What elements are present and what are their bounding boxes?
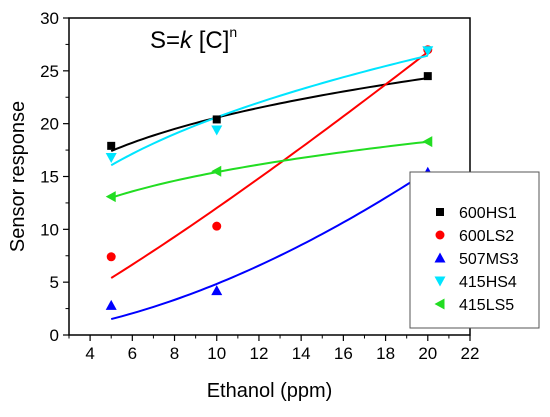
legend-label-600LS2: 600LS2 <box>459 228 514 245</box>
data-point-415HS4-0 <box>105 152 117 163</box>
plot-area <box>105 45 434 321</box>
x-tick-label: 18 <box>376 344 395 363</box>
data-point-507MS3-0 <box>105 299 117 310</box>
legend-marker-600HS1 <box>436 208 444 216</box>
x-tick-label: 4 <box>85 344 94 363</box>
legend-label-600HS1: 600HS1 <box>459 205 517 222</box>
data-point-600LS2-0 <box>106 252 116 262</box>
data-point-507MS3-1 <box>211 285 223 296</box>
formula-k: k <box>180 27 194 54</box>
legend-marker-600LS2 <box>435 230 445 240</box>
legend-label-415HS4: 415HS4 <box>459 274 517 291</box>
y-tick-label: 25 <box>40 62 59 81</box>
formula-lhs: S= <box>150 27 180 54</box>
x-tick-label: 16 <box>334 344 353 363</box>
data-point-415HS4-1 <box>211 125 223 136</box>
y-tick-label: 5 <box>50 273 59 292</box>
fit-line-600LS2 <box>110 51 429 279</box>
data-point-415LS5-0 <box>105 191 116 203</box>
legend-marker-415LS5 <box>434 298 445 310</box>
y-tick-label: 30 <box>40 9 59 28</box>
axes: 4 6 8 10 12 14 16 18 20 22 0 5 10 15 20 25 30 <box>40 9 479 363</box>
x-tick-label: 14 <box>292 344 311 363</box>
y-tick-label: 10 <box>40 220 59 239</box>
data-point-600HS1-2 <box>423 72 432 81</box>
fit-line-507MS3 <box>110 170 429 321</box>
x-tick-label: 8 <box>170 344 179 363</box>
data-point-415LS5-2 <box>422 136 433 148</box>
x-tick-label: 12 <box>249 344 268 363</box>
x-axis-title: Ethanol (ppm) <box>207 380 333 402</box>
y-tick-label: 20 <box>40 115 59 134</box>
x-tick-label: 10 <box>207 344 226 363</box>
fit-line-415HS4 <box>110 54 429 167</box>
legend-marker-507MS3 <box>434 252 446 263</box>
legend-marker-415HS4 <box>434 276 446 287</box>
formula-annotation: S=k [C]n <box>150 24 237 54</box>
formula-exponent: n <box>229 24 237 40</box>
fit-line-600HS1 <box>110 77 428 152</box>
svg-text:S=k [C]n: S=k [C]n <box>150 24 237 54</box>
data-point-415LS5-1 <box>211 165 222 177</box>
data-point-600LS2-1 <box>212 221 222 231</box>
x-tick-label: 20 <box>418 344 437 363</box>
data-point-600HS1-1 <box>212 115 221 124</box>
legend-label-415LS5: 415LS5 <box>459 297 514 314</box>
data-point-415HS4-2 <box>422 46 434 57</box>
x-tick-label: 6 <box>128 344 137 363</box>
y-axis-title: Sensor response <box>7 101 29 252</box>
data-point-600HS1-0 <box>107 141 116 150</box>
legend-label-507MS3: 507MS3 <box>459 251 519 268</box>
x-tick-label: 22 <box>461 344 480 363</box>
legend-box <box>409 171 540 329</box>
fit-line-415LS5 <box>110 140 428 199</box>
legend: 600HS1 600LS2 507MS3 415HS4 415LS5 <box>409 171 540 329</box>
y-tick-label: 15 <box>40 168 59 187</box>
y-tick-label: 0 <box>50 326 59 345</box>
formula-conc: [C] <box>192 27 229 54</box>
